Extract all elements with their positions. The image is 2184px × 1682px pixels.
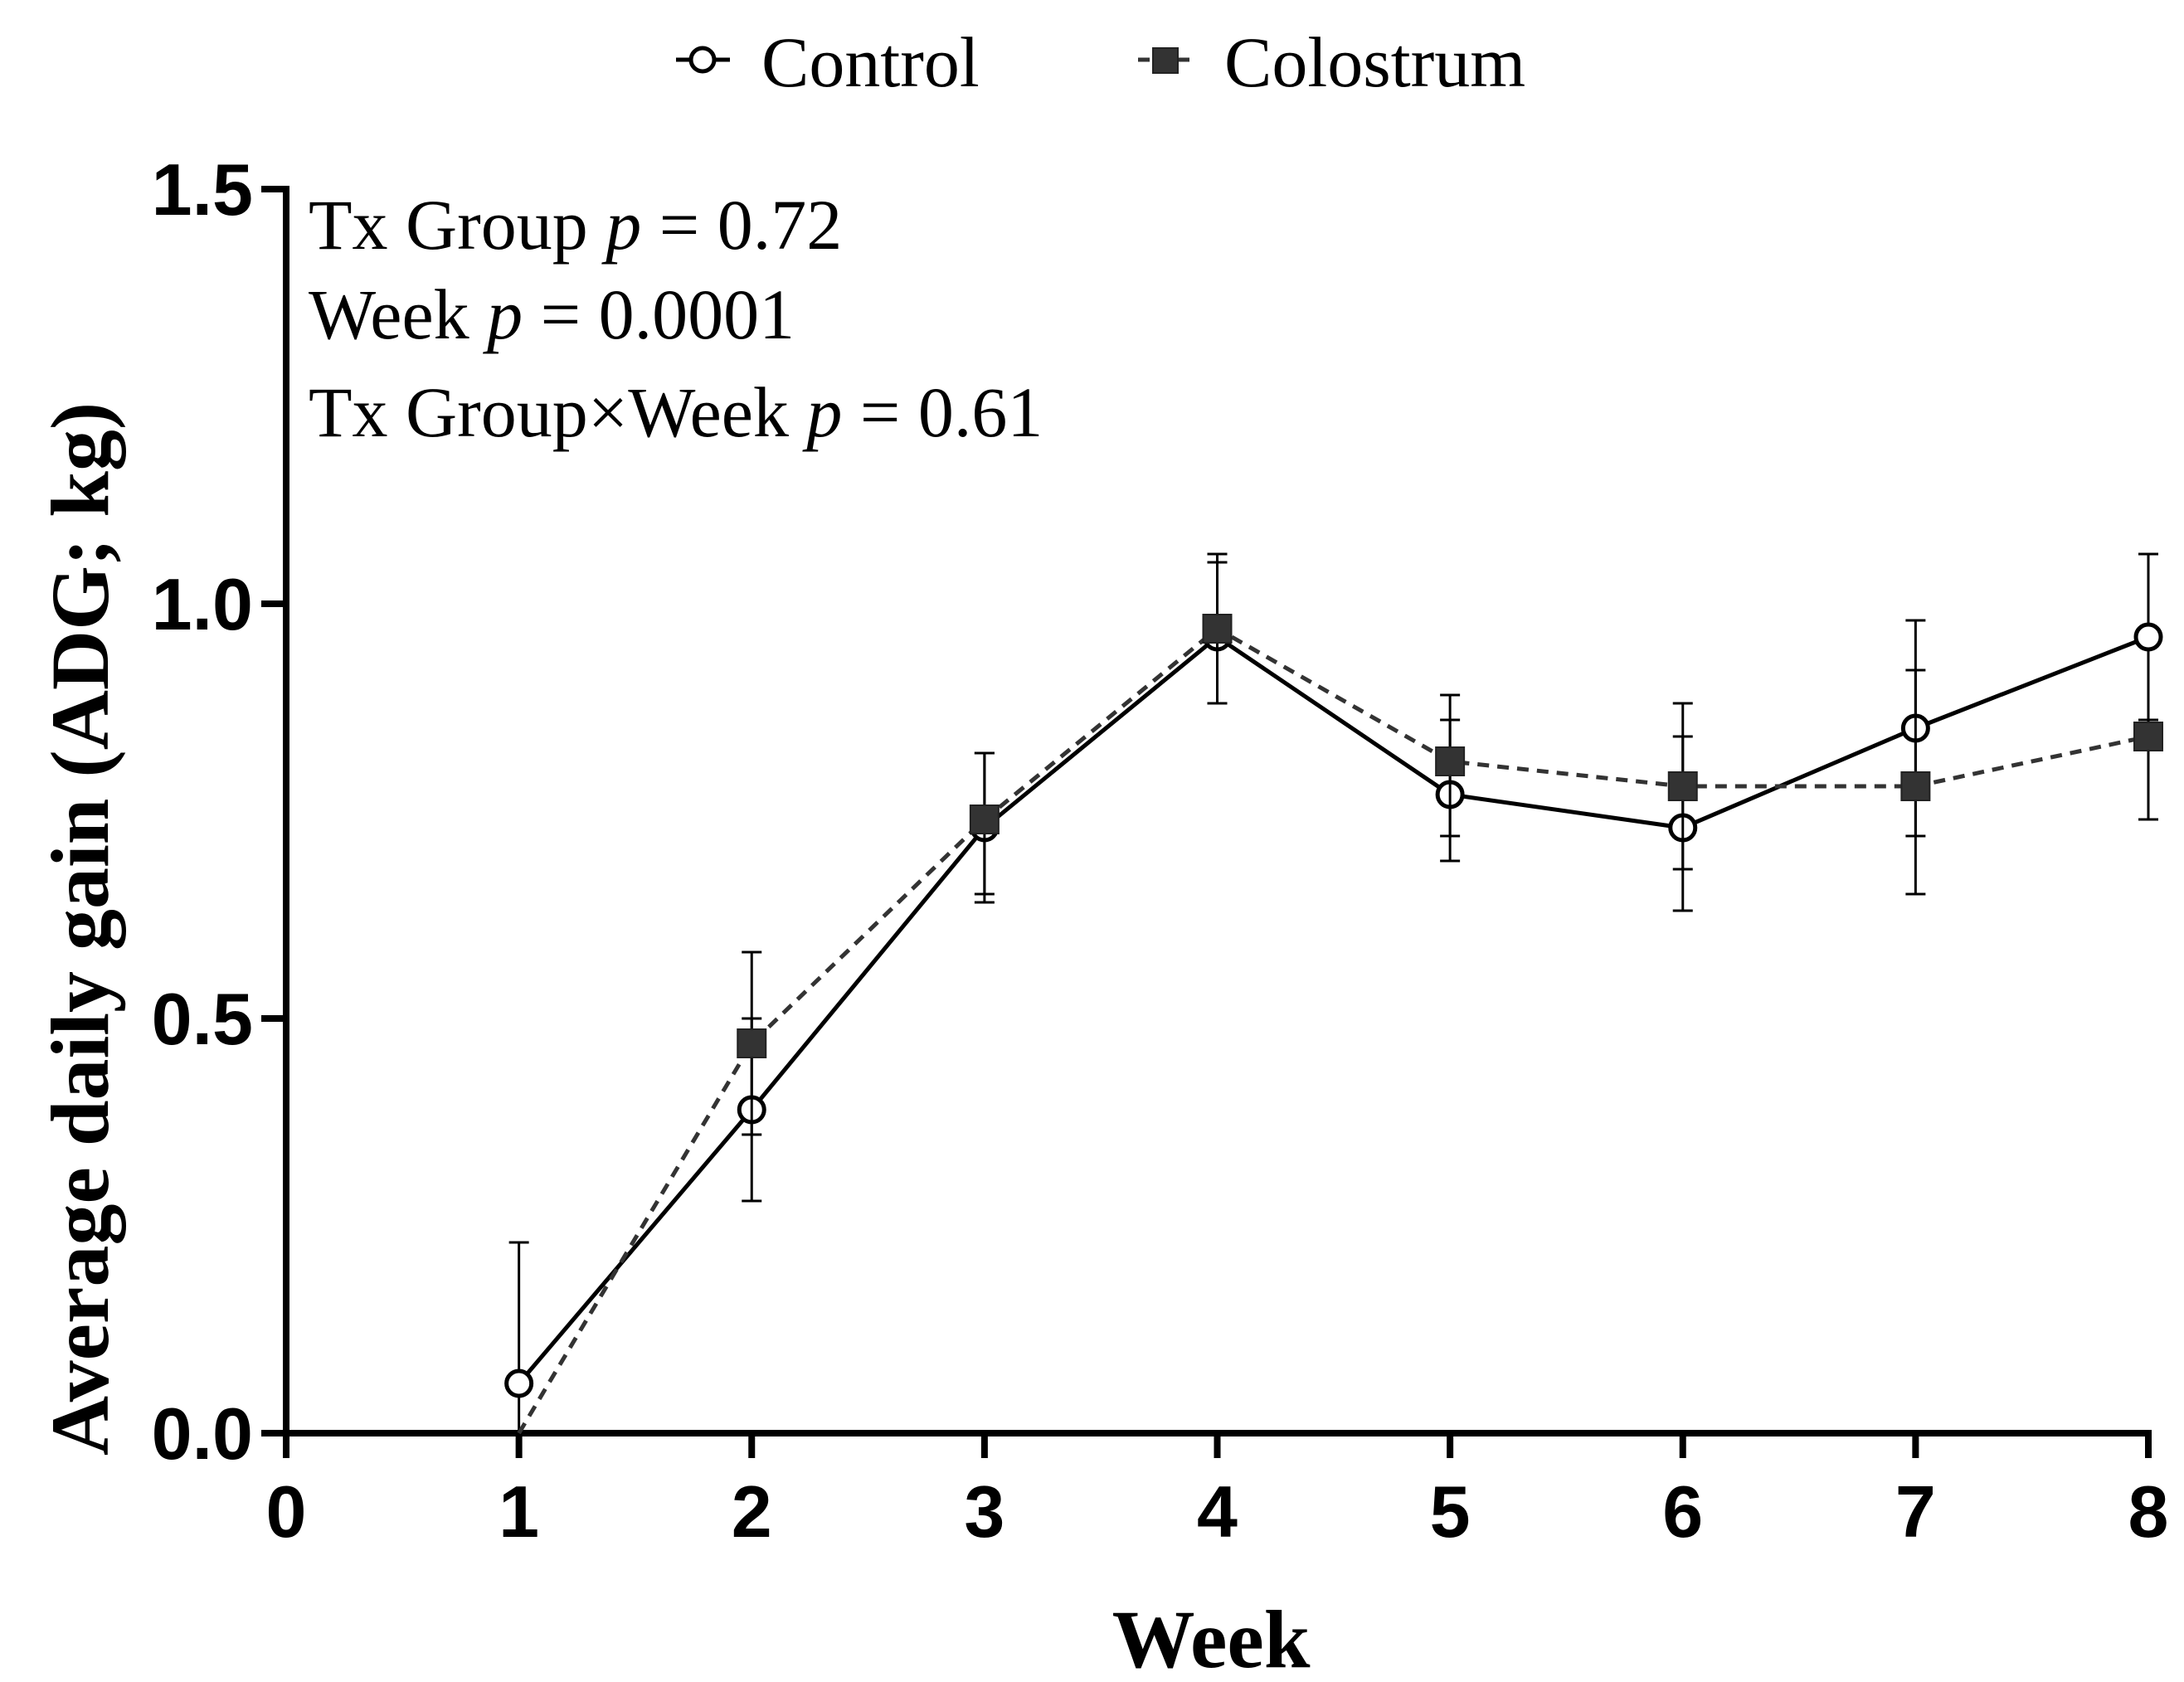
data-point-control: [2133, 622, 2163, 652]
y-axis-title: Average daily gain (ADG; kg): [34, 402, 126, 1456]
y-tick-label: 0.5: [152, 978, 253, 1060]
data-point-colostrum: [1667, 771, 1698, 801]
data-point-colostrum: [969, 805, 1000, 834]
series-control: [504, 552, 2163, 1435]
legend-label-control: Control: [761, 22, 980, 102]
data-point-colostrum: [1900, 771, 1931, 801]
series-colostrum: [517, 552, 2163, 1435]
legend-label-colostrum: Colostrum: [1224, 22, 1525, 102]
x-tick-label: 7: [1895, 1471, 1936, 1553]
series-line: [517, 625, 2149, 1435]
y-tick-label: 0.0: [152, 1393, 253, 1475]
x-tick-label: 2: [732, 1471, 772, 1553]
x-axis-title: Week: [1112, 1593, 1311, 1682]
x-tick-label: 5: [1430, 1471, 1471, 1553]
data-point-colostrum: [1435, 746, 1466, 776]
data-point-control: [504, 1368, 534, 1398]
annotation-week: Week p = 0.0001: [309, 275, 795, 354]
x-tick-label: 0: [266, 1471, 307, 1553]
x-tick-label: 8: [2128, 1471, 2169, 1553]
annotation-tx-group: Tx Group p = 0.72: [309, 185, 842, 265]
ticks: 0 1 2 3 4 5 6 7 8 0.0 0.5 1.0 1.5: [152, 148, 2169, 1553]
y-tick-label: 1.0: [152, 563, 253, 645]
x-tick-label: 3: [964, 1471, 1004, 1553]
x-tick-label: 6: [1662, 1471, 1703, 1553]
legend-item-control: Control: [676, 22, 980, 102]
series-line: [517, 634, 2149, 1385]
legend: Control Colostrum: [676, 22, 1525, 102]
annotation-interaction: Tx Group×Week p = 0.61: [309, 372, 1043, 452]
legend-item-colostrum: Colostrum: [1138, 22, 1525, 102]
stats-annotations: Tx Group p = 0.72 Week p = 0.0001 Tx Gro…: [309, 185, 1043, 452]
plot-area: [504, 552, 2163, 1435]
x-tick-label: 4: [1197, 1471, 1238, 1553]
data-point-colostrum: [2133, 722, 2163, 751]
data-point-colostrum: [737, 1028, 767, 1058]
x-tick-label: 1: [499, 1471, 539, 1553]
data-point-colostrum: [1202, 614, 1233, 644]
y-tick-label: 1.5: [152, 148, 253, 231]
